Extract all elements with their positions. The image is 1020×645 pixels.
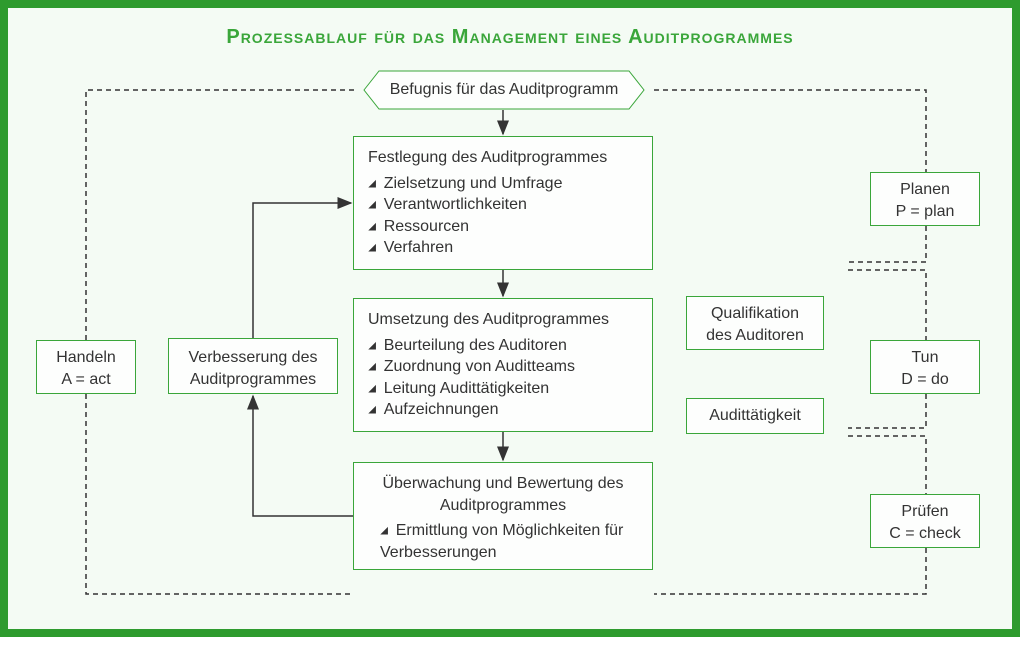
node-umsetzung-heading: Umsetzung des Auditprogrammes <box>368 309 638 331</box>
node-start: Befugnis für das Auditprogramm <box>364 70 644 110</box>
bullet-item: Zuordnung von Auditteams <box>368 356 638 378</box>
node-planen: Planen P = plan <box>870 172 980 226</box>
node-pruefen: Prüfen C = check <box>870 494 980 548</box>
bullet-item: Beurteilung des Auditoren <box>368 335 638 357</box>
node-verbesserung-line2: Auditprogrammes <box>175 369 331 391</box>
node-ueberwachung-heading: Überwachung und Bewertung des Auditprogr… <box>368 473 638 516</box>
node-verbesserung: Verbesserung des Auditprogrammes <box>168 338 338 394</box>
node-tun-line1: Tun <box>875 347 975 369</box>
node-ueberwachung: Überwachung und Bewertung des Auditprogr… <box>353 462 653 570</box>
node-handeln: Handeln A = act <box>36 340 136 394</box>
node-start-label: Befugnis für das Auditprogramm <box>364 70 644 110</box>
node-pruefen-line1: Prüfen <box>875 501 975 523</box>
bullet-item: Leitung Audittätigkeiten <box>368 378 638 400</box>
node-tun: Tun D = do <box>870 340 980 394</box>
node-handeln-line1: Handeln <box>41 347 131 369</box>
diagram-title: Prozessablauf für das Management eines A… <box>8 26 1012 49</box>
node-qualifikation-line2: des Auditoren <box>691 325 819 347</box>
bullet-item: Verantwortlichkeiten <box>368 194 638 216</box>
node-taetigkeit: Audittätigkeit <box>686 398 824 434</box>
node-taetigkeit-label: Audittätigkeit <box>691 405 819 427</box>
diagram-frame: Prozessablauf für das Management eines A… <box>0 0 1020 637</box>
bullet-item: Zielsetzung und Umfrage <box>368 173 638 195</box>
node-umsetzung: Umsetzung des Auditprogrammes Beurteilun… <box>353 298 653 432</box>
bullet-item: Ressourcen <box>368 216 638 238</box>
node-planen-line2: P = plan <box>875 201 975 223</box>
node-qualifikation: Qualifikation des Auditoren <box>686 296 824 350</box>
bullet-item: Verfahren <box>368 237 638 259</box>
node-festlegung: Festlegung des Auditprogrammes Zielsetzu… <box>353 136 653 270</box>
node-pruefen-line2: C = check <box>875 523 975 545</box>
bullet-item: Ermittlung von Möglichkeiten für Verbess… <box>368 520 638 563</box>
node-handeln-line2: A = act <box>41 369 131 391</box>
node-festlegung-heading: Festlegung des Auditprogrammes <box>368 147 638 169</box>
node-tun-line2: D = do <box>875 369 975 391</box>
bullet-item: Aufzeichnungen <box>368 399 638 421</box>
node-qualifikation-line1: Qualifikation <box>691 303 819 325</box>
node-verbesserung-line1: Verbesserung des <box>175 347 331 369</box>
node-planen-line1: Planen <box>875 179 975 201</box>
